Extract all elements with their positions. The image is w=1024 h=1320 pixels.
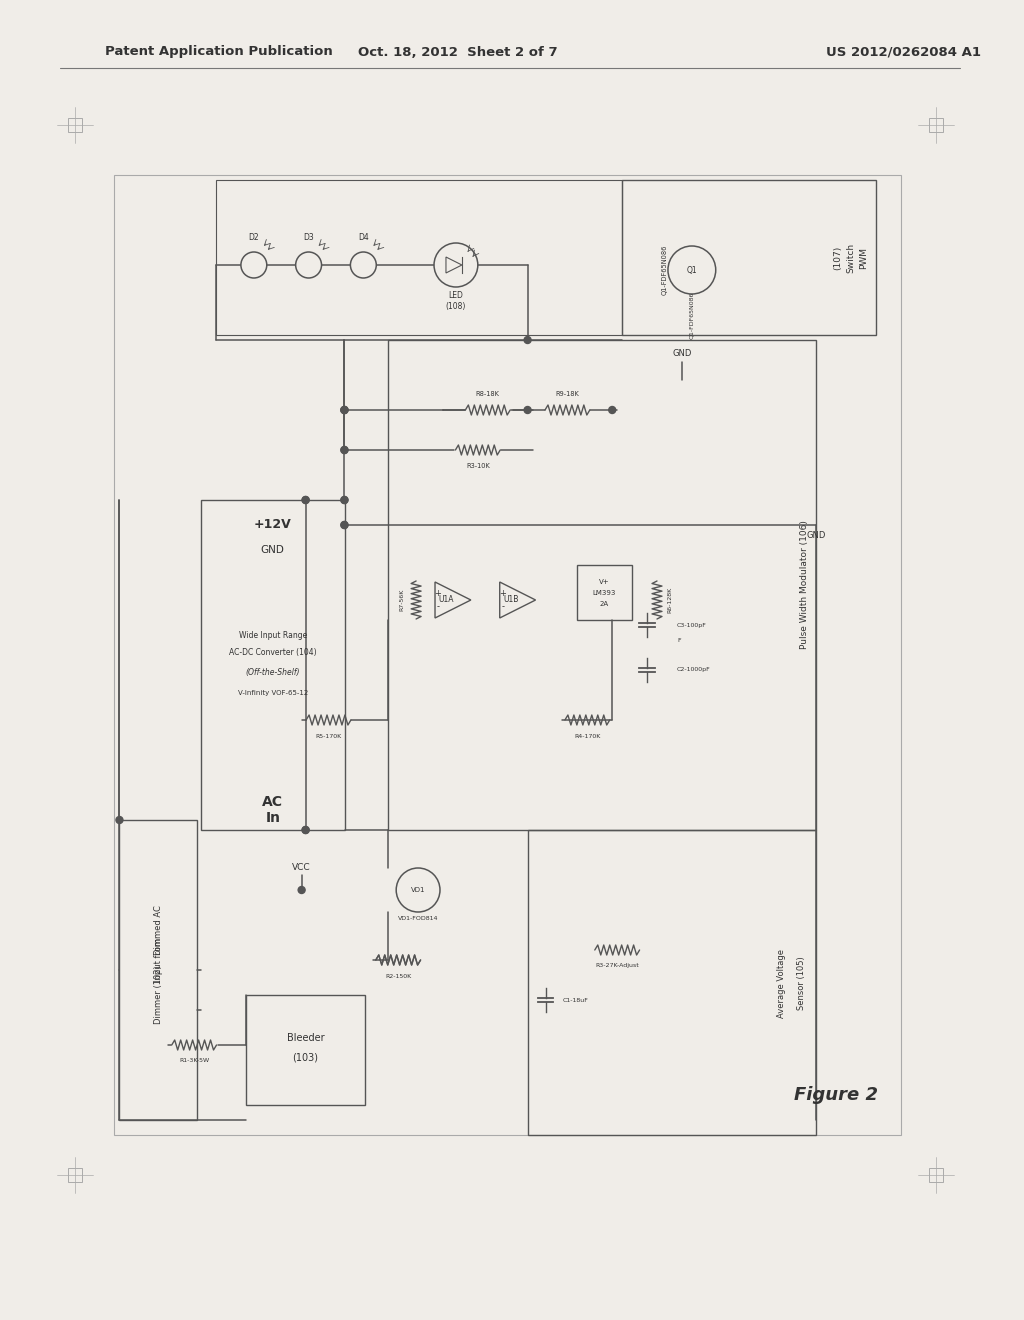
Circle shape — [341, 446, 348, 454]
Bar — [115, 176, 901, 1135]
Text: Wide Input Range: Wide Input Range — [239, 631, 307, 639]
Circle shape — [341, 446, 348, 454]
Text: D4: D4 — [358, 234, 369, 243]
Text: 2A: 2A — [600, 601, 609, 607]
Text: R9-18K: R9-18K — [556, 391, 580, 397]
Text: Bleeder: Bleeder — [287, 1034, 325, 1043]
Text: D2: D2 — [249, 234, 259, 243]
Bar — [201, 500, 345, 830]
Text: V-Infinity VOF-65-12: V-Infinity VOF-65-12 — [238, 690, 308, 696]
Text: Input from: Input from — [154, 939, 163, 982]
Circle shape — [302, 826, 309, 833]
Polygon shape — [435, 582, 471, 618]
Circle shape — [524, 337, 531, 343]
Text: R1-3K-5W: R1-3K-5W — [179, 1059, 209, 1064]
Text: Q1: Q1 — [686, 265, 697, 275]
Text: C1-18uF: C1-18uF — [562, 998, 589, 1002]
Text: GND: GND — [261, 545, 285, 554]
Circle shape — [241, 252, 267, 279]
Bar — [623, 180, 876, 335]
Text: R2-150K: R2-150K — [385, 974, 412, 978]
Text: LM393: LM393 — [593, 590, 615, 597]
Circle shape — [116, 817, 123, 824]
Text: AC-DC Converter (104): AC-DC Converter (104) — [229, 648, 316, 657]
Text: VD1: VD1 — [411, 887, 425, 894]
Text: +: + — [500, 590, 506, 598]
Text: Oct. 18, 2012  Sheet 2 of 7: Oct. 18, 2012 Sheet 2 of 7 — [358, 45, 558, 58]
Text: Dimmer (102): Dimmer (102) — [154, 966, 163, 1024]
Text: VCC: VCC — [292, 862, 311, 871]
Text: (103): (103) — [293, 1053, 318, 1063]
Text: Average Voltage: Average Voltage — [777, 949, 786, 1018]
Polygon shape — [446, 257, 462, 273]
Text: -: - — [436, 602, 439, 611]
Bar — [527, 830, 816, 1135]
Text: (107): (107) — [834, 246, 843, 271]
Text: PWM: PWM — [859, 247, 868, 269]
Text: VD1-FOD814: VD1-FOD814 — [398, 916, 438, 920]
Text: (108): (108) — [445, 302, 466, 312]
Text: R8-18K: R8-18K — [476, 391, 500, 397]
Circle shape — [302, 496, 309, 503]
Text: +12V: +12V — [254, 519, 292, 532]
Text: Pulse Width Modulator (106): Pulse Width Modulator (106) — [800, 520, 809, 649]
Bar — [578, 565, 632, 620]
Bar — [246, 995, 366, 1105]
Circle shape — [341, 407, 348, 413]
Text: D3: D3 — [303, 234, 314, 243]
Circle shape — [296, 252, 322, 279]
Circle shape — [434, 243, 478, 286]
Circle shape — [341, 521, 348, 528]
Circle shape — [341, 496, 348, 503]
Circle shape — [668, 246, 716, 294]
Text: R7-56K: R7-56K — [399, 589, 404, 611]
Circle shape — [350, 252, 376, 279]
Circle shape — [341, 407, 348, 413]
Circle shape — [396, 869, 440, 912]
Text: GND: GND — [807, 531, 826, 540]
Circle shape — [298, 887, 305, 894]
Circle shape — [302, 826, 309, 833]
Text: C3-100pF: C3-100pF — [677, 623, 707, 627]
Circle shape — [608, 407, 615, 413]
Text: C2-1000pF: C2-1000pF — [677, 668, 711, 672]
Text: Switch: Switch — [847, 243, 856, 273]
Text: GND: GND — [672, 348, 691, 358]
Text: R5-170K: R5-170K — [315, 734, 342, 738]
Text: Figure 2: Figure 2 — [795, 1086, 879, 1104]
Text: Patent Application Publication: Patent Application Publication — [104, 45, 332, 58]
Text: R3-10K: R3-10K — [466, 463, 489, 469]
Polygon shape — [500, 582, 536, 618]
Bar — [216, 180, 623, 335]
Text: U1B: U1B — [503, 595, 518, 605]
Text: US 2012/0262084 A1: US 2012/0262084 A1 — [826, 45, 981, 58]
Circle shape — [302, 496, 309, 503]
Bar — [120, 820, 197, 1119]
Text: R6-128K: R6-128K — [668, 587, 673, 612]
Circle shape — [341, 407, 348, 413]
Text: Q1-FDF65N086: Q1-FDF65N086 — [689, 292, 694, 339]
Bar — [388, 341, 816, 830]
Text: LED: LED — [449, 290, 463, 300]
Circle shape — [524, 407, 531, 413]
Circle shape — [341, 521, 348, 528]
Bar — [68, 1168, 82, 1181]
Text: Sensor (105): Sensor (105) — [797, 956, 806, 1010]
Bar — [929, 1168, 943, 1181]
Text: Dimmed AC: Dimmed AC — [154, 906, 163, 954]
Text: V+: V+ — [599, 579, 609, 585]
Text: R4-170K: R4-170K — [574, 734, 600, 738]
Text: AC: AC — [262, 795, 284, 809]
Text: +: + — [434, 590, 441, 598]
Text: Q1-FDF65N086: Q1-FDF65N086 — [662, 244, 668, 296]
Text: In: In — [265, 810, 281, 825]
Bar — [929, 117, 943, 132]
Text: -: - — [501, 602, 504, 611]
Text: F: F — [677, 638, 681, 643]
Bar — [68, 117, 82, 132]
Circle shape — [341, 496, 348, 503]
Text: U1A: U1A — [438, 595, 454, 605]
Text: (Off-the-Shelf): (Off-the-Shelf) — [246, 668, 300, 677]
Text: R3-27K-Adjust: R3-27K-Adjust — [595, 964, 639, 969]
